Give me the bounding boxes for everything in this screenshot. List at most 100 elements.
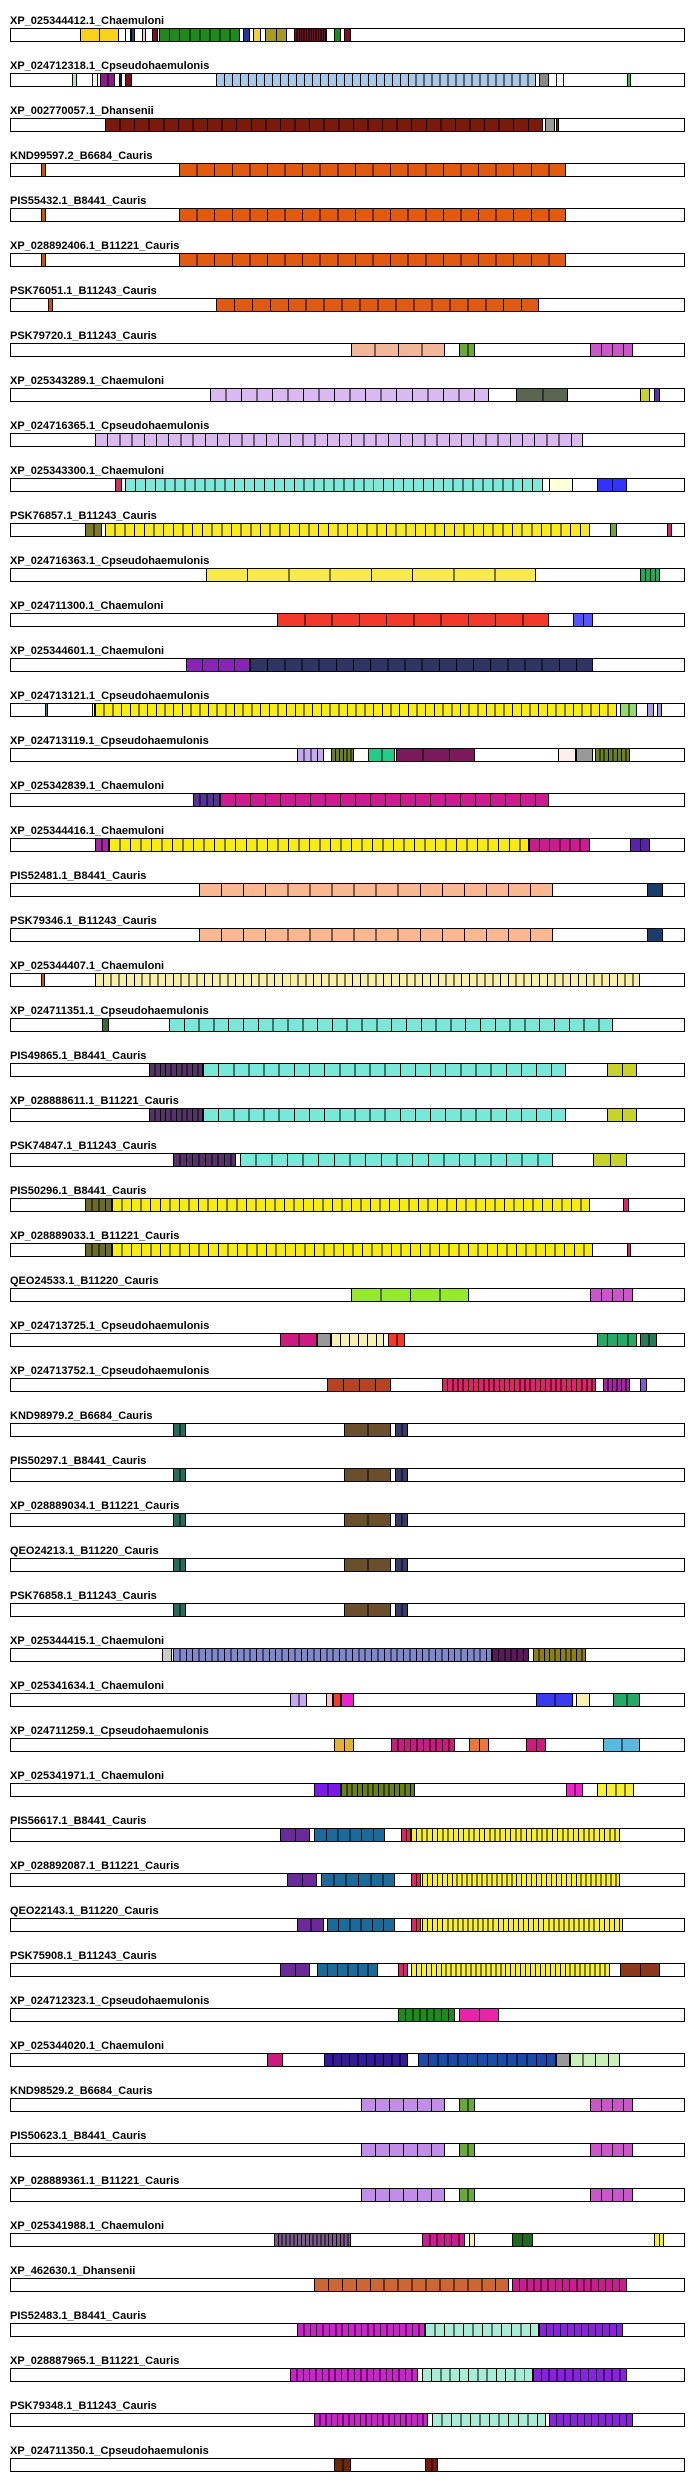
domain-segment: [320, 1874, 395, 1886]
domain-segment: [344, 1604, 392, 1616]
protein-sequence-bar: [10, 523, 685, 537]
protein-sequence-bar: [10, 1783, 685, 1797]
protein-label: PSK79348.1_B11243_Cauris: [10, 2400, 157, 2412]
protein-sequence-bar: [10, 2233, 685, 2247]
protein-sequence-bar: [10, 658, 685, 672]
domain-segment: [387, 1334, 405, 1346]
protein-sequence-bar: [10, 748, 685, 762]
domain-segment: [206, 569, 536, 581]
protein-track: XP_025341971.1_Chaemuloni: [0, 1765, 695, 1810]
domain-segment: [458, 2189, 476, 2201]
domain-segment: [105, 119, 543, 131]
domain-segment: [394, 1424, 409, 1436]
domain-segment: [620, 1964, 661, 1976]
protein-track: PSK76051.1_B11243_Cauris: [0, 280, 695, 325]
domain-segment: [209, 389, 489, 401]
domain-segment: [313, 2414, 429, 2426]
domain-segment: [468, 1739, 489, 1751]
protein-track: XP_028892087.1_B11221_Cauris: [0, 1855, 695, 1900]
domain-segment: [317, 1334, 331, 1346]
protein-label: PSK76857.1_B11243_Cauris: [10, 510, 157, 522]
protein-label: XP_024711350.1_Cpseudohaemulonis: [10, 2445, 209, 2457]
domain-segment: [172, 1424, 186, 1436]
protein-track: XP_025344412.1_Chaemuloni: [0, 10, 695, 55]
domain-segment: [142, 29, 146, 41]
domain-segment: [273, 2234, 351, 2246]
protein-track: XP_025343300.1_Chaemuloni: [0, 460, 695, 505]
protein-track: XP_025342839.1_Chaemuloni: [0, 775, 695, 820]
domain-segment: [112, 1244, 594, 1256]
domain-segment: [340, 1694, 355, 1706]
domain-segment: [647, 929, 663, 941]
domain-segment: [394, 1469, 409, 1481]
protein-label: XP_462630.1_Dhansenii: [10, 2265, 136, 2277]
domain-segment: [172, 1154, 237, 1166]
domain-segment: [95, 434, 583, 446]
domain-segment: [243, 29, 250, 41]
protein-label: XP_024712318.1_Cpseudohaemulonis: [10, 60, 210, 72]
protein-sequence-bar: [10, 2188, 685, 2202]
protein-sequence-bar: [10, 1333, 685, 1347]
protein-label: KND98529.2_B6684_Cauris: [10, 2085, 153, 2097]
domain-segment: [458, 2144, 476, 2156]
domain-segment: [640, 389, 651, 401]
protein-sequence-bar: [10, 118, 685, 132]
domain-segment: [411, 1874, 422, 1886]
domain-segment: [290, 1694, 308, 1706]
domain-segment: [396, 749, 476, 761]
domain-segment: [667, 524, 672, 536]
domain-segment: [44, 704, 48, 716]
domain-segment: [265, 29, 287, 41]
protein-track: XP_025344601.1_Chaemuloni: [0, 640, 695, 685]
protein-track: KND98979.2_B6684_Cauris: [0, 1405, 695, 1450]
domain-segment: [313, 2279, 510, 2291]
domain-segment: [653, 2234, 664, 2246]
domain-segment: [249, 659, 594, 671]
protein-track: XP_025344407.1_Chaemuloni: [0, 955, 695, 1000]
protein-sequence-bar: [10, 2368, 685, 2382]
domain-segment: [589, 1289, 634, 1301]
domain-segment: [95, 974, 641, 986]
protein-sequence-bar: [10, 2458, 685, 2472]
domain-segment: [186, 659, 250, 671]
domain-segment: [606, 1109, 637, 1121]
domain-segment: [418, 2054, 557, 2066]
protein-label: XP_024713752.1_Cpseudohaemulonis: [10, 1365, 210, 1377]
domain-segment: [80, 29, 119, 41]
protein-sequence-bar: [10, 1648, 685, 1662]
domain-segment: [647, 704, 654, 716]
domain-segment: [239, 1154, 553, 1166]
protein-sequence-bar: [10, 568, 685, 582]
protein-label: XP_024713121.1_Cpseudohaemulonis: [10, 690, 210, 702]
protein-label: XP_002770057.1_Dhansenii: [10, 105, 154, 117]
protein-label: XP_025342839.1_Chaemuloni: [10, 780, 165, 792]
protein-track: XP_024711300.1_Chaemuloni: [0, 595, 695, 640]
protein-sequence-bar: [10, 478, 685, 492]
protein-track: XP_024711259.1_Cpseudohaemulonis: [0, 1720, 695, 1765]
domain-segment: [326, 1694, 333, 1706]
protein-track: XP_028889361.1_B11221_Cauris: [0, 2170, 695, 2215]
protein-label: XP_028888611.1_B11221_Cauris: [10, 1095, 179, 1107]
protein-label: KND99597.2_B6684_Cauris: [10, 150, 153, 162]
domain-segment: [421, 1919, 624, 1931]
domain-segment: [653, 389, 661, 401]
domain-segment: [327, 1919, 395, 1931]
protein-label: PIS49865.1_B8441_Cauris: [10, 1050, 147, 1062]
domain-segment: [596, 1784, 634, 1796]
domain-segment: [458, 2009, 499, 2021]
protein-label: PSK76858.1_B11243_Cauris: [10, 1590, 157, 1602]
protein-track: XP_024712323.1_Cpseudohaemulonis: [0, 1990, 695, 2035]
domain-segment: [91, 704, 96, 716]
domain-segment: [532, 1649, 587, 1661]
domain-segment: [327, 1379, 392, 1391]
domain-segment: [458, 344, 476, 356]
protein-sequence-bar: [10, 1378, 685, 1392]
domain-segment: [313, 1829, 385, 1841]
domain-segment: [640, 569, 661, 581]
protein-track: QEO24213.1_B11220_Cauris: [0, 1540, 695, 1585]
domain-segment: [179, 164, 567, 176]
protein-track: PIS49865.1_B8441_Cauris: [0, 1045, 695, 1090]
protein-track: PSK75908.1_B11243_Cauris: [0, 1945, 695, 1990]
domain-segment: [290, 2369, 419, 2381]
protein-sequence-bar: [10, 28, 685, 42]
